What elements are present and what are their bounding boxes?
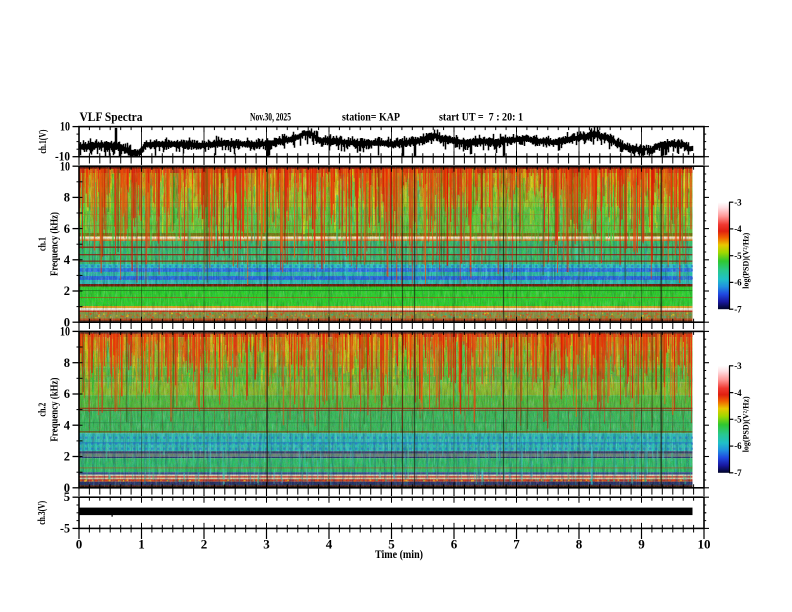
- svg-text:8: 8: [64, 191, 70, 205]
- svg-text:8: 8: [64, 356, 70, 370]
- svg-text:2: 2: [64, 450, 70, 464]
- svg-text:10: 10: [60, 120, 70, 134]
- svg-text:-3: -3: [734, 362, 742, 372]
- svg-text:-4: -4: [734, 389, 742, 399]
- svg-text:3: 3: [263, 537, 270, 552]
- svg-text:-7: -7: [734, 469, 742, 479]
- svg-text:-6: -6: [734, 442, 742, 452]
- svg-text:-5: -5: [734, 416, 742, 426]
- svg-text:5: 5: [388, 537, 395, 552]
- svg-text:-7: -7: [734, 305, 742, 315]
- svg-text:-4: -4: [734, 225, 742, 235]
- svg-text:5: 5: [64, 490, 70, 504]
- svg-text:7: 7: [513, 537, 520, 552]
- svg-text:10: 10: [60, 325, 70, 339]
- svg-text:6: 6: [64, 222, 70, 236]
- svg-text:ch.1: ch.1: [38, 237, 49, 251]
- svg-text:-10: -10: [55, 149, 70, 163]
- svg-text:log(PSD)(V²/Hz): log(PSD)(V²/Hz): [742, 232, 751, 288]
- svg-text:log(PSD)(V²/Hz): log(PSD)(V²/Hz): [742, 396, 751, 452]
- svg-text:0: 0: [76, 537, 83, 552]
- svg-text:-6: -6: [734, 279, 742, 289]
- svg-text:9: 9: [638, 537, 645, 552]
- svg-text:-5: -5: [60, 521, 70, 535]
- svg-text:2: 2: [64, 284, 70, 298]
- svg-text:1: 1: [138, 537, 145, 552]
- svg-text:Frequency (kHz): Frequency (kHz): [50, 377, 61, 441]
- svg-text:10: 10: [60, 159, 70, 173]
- svg-text:10: 10: [698, 537, 711, 552]
- svg-text:4: 4: [64, 253, 71, 267]
- svg-text:start UT = 7 : 20: 1: start UT = 7 : 20: 1: [439, 112, 523, 124]
- svg-text:ch.1(V): ch.1(V): [38, 129, 49, 153]
- svg-text:4: 4: [326, 537, 333, 552]
- svg-text:-3: -3: [734, 198, 742, 208]
- svg-text:ch.2: ch.2: [38, 403, 49, 417]
- svg-text:Nov.30, 2025: Nov.30, 2025: [250, 112, 291, 124]
- svg-text:2: 2: [201, 537, 208, 552]
- svg-text:6: 6: [451, 537, 458, 552]
- svg-text:-5: -5: [734, 252, 742, 262]
- svg-text:6: 6: [64, 387, 70, 401]
- svg-text:ch.3(V): ch.3(V): [37, 500, 48, 524]
- svg-text:station= KAP: station= KAP: [342, 112, 400, 124]
- svg-text:0: 0: [64, 315, 70, 329]
- svg-text:Frequency (kHz): Frequency (kHz): [50, 212, 61, 276]
- svg-text:4: 4: [64, 418, 71, 432]
- svg-text:Time (min): Time (min): [375, 547, 423, 561]
- svg-text:0: 0: [64, 481, 70, 495]
- svg-text:8: 8: [576, 537, 583, 552]
- svg-text:VLF Spectra: VLF Spectra: [80, 109, 143, 124]
